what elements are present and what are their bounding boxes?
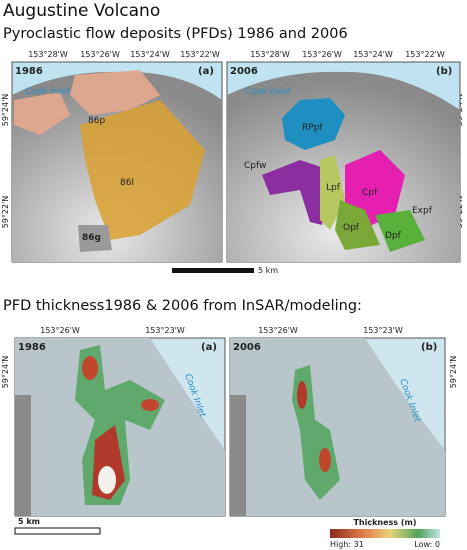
map-panel: 2006 (b) Cook Inlet RPpf Cpfw Lpf Cpf Op…: [226, 61, 461, 263]
lat-label: 59°24'N: [1, 356, 10, 389]
thickness: [82, 356, 98, 380]
thickness-panel: 1986 (a): [14, 337, 226, 517]
thickness: [297, 381, 307, 409]
lat-label: 59°24'N: [449, 356, 458, 389]
thickness-panel: 2006 (b) Cook Inlet: [229, 337, 446, 517]
lon-label: 153°22'W: [180, 50, 220, 59]
lon-label: 153°23'W: [363, 326, 403, 335]
panel-letter: (a): [198, 66, 214, 77]
lon-label: 153°24'W: [353, 50, 393, 59]
legend-title: Thickness (m): [353, 518, 416, 527]
panel-year: 2006: [230, 66, 258, 77]
unit-label: RPpf: [302, 123, 323, 133]
deposit-86g: [78, 225, 112, 252]
lat-label: 59°22'N: [1, 196, 10, 229]
lon-label: 153°23'W: [145, 326, 185, 335]
lon-label: 153°24'W: [130, 50, 170, 59]
place-label: Cook Inlet: [245, 87, 291, 97]
unit-label: Cpf: [362, 188, 378, 198]
unit-label: 86p: [88, 116, 105, 126]
island: [230, 338, 445, 516]
lat-label: 59°24'N: [1, 94, 10, 127]
deposit-expf: [375, 210, 425, 252]
unit-label: Opf: [343, 223, 360, 233]
lon-label: 153°26'W: [80, 50, 120, 59]
unit-label: 86l: [120, 178, 134, 188]
scale-bar: [172, 268, 254, 273]
scale-label: 5 km: [18, 517, 40, 526]
deposit-86p: [14, 92, 70, 135]
scale-bar: [14, 527, 101, 535]
deposit-86l: [80, 100, 205, 240]
thickness: [319, 448, 331, 472]
no-data: [15, 395, 31, 516]
legend-high: High: 31: [330, 540, 364, 549]
lon-label: 153°28'W: [28, 50, 68, 59]
deposit-86p: [70, 70, 160, 115]
legend-low: Low: 0: [414, 540, 440, 549]
panel-letter: (b): [421, 342, 437, 353]
panel-year: 1986: [15, 66, 43, 77]
lon-label: 153°26'W: [302, 50, 342, 59]
lon-label: 153°26'W: [258, 326, 298, 335]
unit-label: Expf: [412, 206, 433, 216]
legend-ramp: [330, 529, 440, 538]
place-label: Cook Inlet: [25, 87, 71, 97]
deposit-cpfw: [262, 160, 330, 225]
scale-label: 5 km: [258, 266, 278, 275]
deposit-opf: [335, 200, 380, 250]
no-data: [230, 395, 246, 516]
section-title: PFD thickness1986 & 2006 from InSAR/mode…: [3, 298, 362, 314]
panel-year: 1986: [18, 342, 46, 353]
unit-label: 86g: [82, 233, 101, 243]
deposit-rppf: [282, 98, 345, 150]
subtitle: Pyroclastic flow deposits (PFDs) 1986 an…: [3, 26, 348, 42]
title: Augustine Volcano: [3, 1, 160, 21]
lon-label: 153°22'W: [405, 50, 445, 59]
lon-label: 153°26'W: [40, 326, 80, 335]
panel-letter: (b): [436, 66, 452, 77]
thickness: [98, 466, 116, 494]
thickness: [141, 399, 159, 411]
panel-letter: (a): [201, 342, 217, 353]
unit-label: Cpfw: [244, 161, 266, 171]
unit-label: Dpf: [385, 231, 402, 241]
panel-year: 2006: [233, 342, 261, 353]
map-panel: 1986 (a) Cook Inlet 86p 86l 86g: [11, 61, 223, 263]
unit-label: Lpf: [326, 183, 341, 193]
lon-label: 153°28'W: [250, 50, 290, 59]
